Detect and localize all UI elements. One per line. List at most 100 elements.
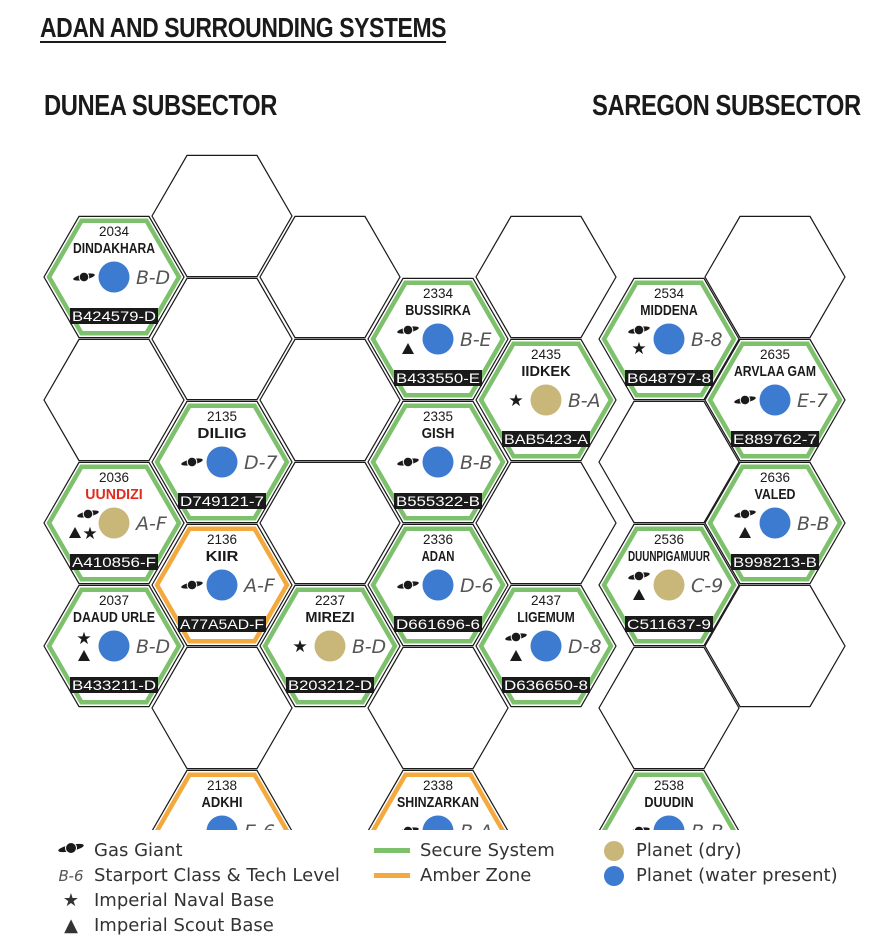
scout-base-icon	[69, 527, 81, 538]
uwp-code: D661696-6	[396, 616, 480, 632]
system-name: LIGEMUM	[517, 609, 574, 626]
uwp-code: E889762-7	[733, 431, 817, 447]
legend-secure-label: Secure System	[420, 840, 555, 861]
water-planet-icon	[759, 384, 791, 416]
empty-hex	[704, 215, 846, 339]
empty-hex	[704, 584, 846, 708]
uwp-bar	[394, 493, 482, 509]
legend-amber: Amber Zone	[374, 863, 555, 888]
water-planet-icon	[604, 865, 624, 886]
uwp-code: B648797-8	[627, 370, 711, 386]
uwp-code: B555322-B	[396, 493, 480, 509]
gas-giant-icon	[181, 579, 203, 591]
uwp-bar	[178, 493, 266, 509]
starport-code: E-7	[797, 390, 828, 412]
legend-dry-label: Planet (dry)	[636, 840, 742, 861]
naval-base-icon: ★	[82, 524, 97, 543]
empty-hex	[151, 154, 293, 278]
hex-number: 2338	[423, 778, 453, 793]
gas-giant-icon	[77, 508, 99, 520]
secure-zone-ring	[601, 280, 737, 398]
legend-dry: Planet (dry)	[604, 838, 838, 863]
hex-number: 2335	[423, 409, 453, 424]
system-name: MIREZI	[305, 609, 354, 626]
system-hex-adkhi: 2138ADKHIE-6E88876A-6	[151, 769, 293, 830]
secure-zone-ring	[707, 464, 843, 582]
system-name: KIIR	[206, 548, 239, 565]
hex-number: 2334	[423, 286, 454, 301]
empty-hex	[259, 461, 401, 585]
gas-giant-icon	[73, 271, 95, 283]
system-name: DUUNPIGAMUUR	[628, 548, 710, 565]
water-planet-icon	[206, 569, 238, 601]
hex-number: 2037	[99, 593, 129, 608]
subsector-title-saregon: SAREGON SUBSECTOR	[592, 90, 861, 122]
uwp-bar	[70, 677, 158, 693]
subsector-title-dunea: DUNEA SUBSECTOR	[44, 90, 278, 122]
gas-giant-icon	[628, 570, 650, 582]
gas-giant-icon	[734, 508, 756, 520]
map-title: ADAN AND SURROUNDING SYSTEMS	[40, 12, 447, 43]
legend-gas-giant: Gas Giant	[56, 838, 340, 863]
uwp-bar	[394, 370, 482, 386]
legend-scout: ▲ Imperial Scout Base	[56, 913, 340, 938]
uwp-code: BAB5423-A	[504, 431, 589, 447]
starport-code: C-9	[691, 575, 723, 597]
starport-code: A-F	[242, 575, 276, 597]
secure-zone-ring	[46, 464, 182, 582]
legend-scout-label: Imperial Scout Base	[94, 915, 274, 936]
hex-number: 2034	[99, 224, 130, 239]
system-name: MIDDENA	[640, 302, 698, 319]
water-planet-icon	[653, 815, 685, 830]
gas-giant-icon	[397, 579, 419, 591]
uwp-code: B424579-D	[72, 308, 156, 324]
uwp-code: B203212-D	[288, 677, 372, 693]
starport-code-symbol: B-6	[58, 866, 84, 885]
uwp-code: B998213-B	[733, 554, 817, 570]
hex-number: 2636	[760, 470, 790, 485]
empty-hex	[43, 338, 185, 462]
hex-number: 2136	[207, 532, 237, 547]
water-planet-icon	[422, 569, 454, 601]
legend-starport-label: Starport Class & Tech Level	[94, 865, 340, 886]
water-planet-icon	[206, 446, 238, 478]
empty-hex	[367, 646, 509, 770]
empty-hex	[259, 215, 401, 339]
dry-planet-icon	[530, 384, 562, 416]
gas-giant-icon	[181, 456, 203, 468]
secure-zone-ring	[601, 526, 737, 644]
secure-zone-ring	[46, 218, 182, 336]
hex-outline	[151, 769, 293, 830]
starport-code: E-6	[244, 821, 275, 830]
uwp-bar	[178, 616, 266, 632]
system-name: DUUDIN	[644, 794, 693, 811]
hex-number: 2437	[531, 593, 561, 608]
system-name: VALED	[755, 486, 796, 503]
scout-base-icon	[402, 343, 414, 354]
water-planet-icon	[530, 630, 562, 662]
uwp-bar	[625, 370, 713, 386]
naval-base-icon: ★	[76, 629, 91, 648]
hex-number: 2135	[207, 409, 237, 424]
legend-symbols: Gas Giant B-6 Starport Class & Tech Leve…	[56, 838, 340, 938]
gas-giant-icon	[628, 825, 650, 830]
dry-planet-icon	[653, 569, 685, 601]
system-name: ADKHI	[202, 794, 243, 811]
empty-hex	[598, 400, 740, 524]
secure-zone-ring	[707, 341, 843, 459]
uwp-code: D749121-7	[180, 493, 264, 509]
starport-code: B-B	[460, 452, 493, 474]
system-name: BUSSIRKA	[405, 302, 471, 319]
legend-water-label: Planet (water present)	[636, 865, 838, 886]
secure-zone-ring	[370, 403, 506, 521]
secure-zone-ring	[370, 526, 506, 644]
starport-code: B-D	[352, 636, 386, 658]
starport-code: B-B	[691, 821, 724, 830]
empty-hex	[598, 646, 740, 770]
